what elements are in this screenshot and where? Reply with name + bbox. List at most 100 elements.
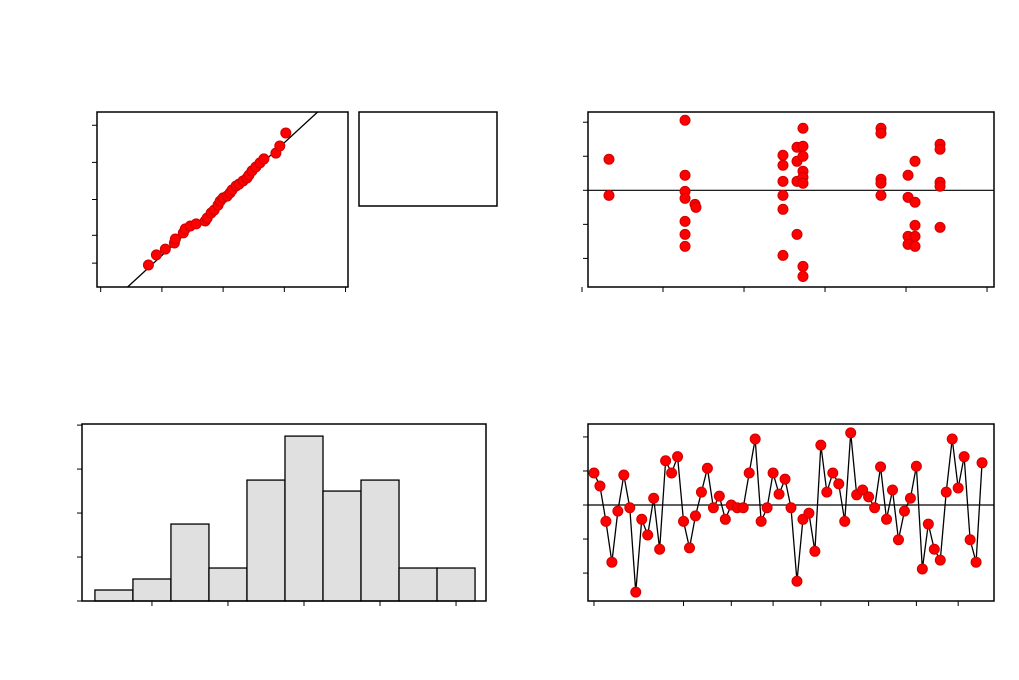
point	[274, 140, 286, 152]
point	[743, 467, 755, 479]
point	[797, 140, 809, 152]
point	[881, 513, 893, 525]
point	[679, 114, 691, 126]
point	[654, 543, 666, 555]
point	[791, 575, 803, 587]
point	[964, 534, 976, 546]
point	[934, 221, 946, 233]
point	[845, 427, 857, 439]
point	[928, 543, 940, 555]
point	[679, 192, 691, 204]
point	[737, 502, 749, 514]
legend-box	[358, 111, 498, 207]
point	[773, 488, 785, 500]
point	[909, 219, 921, 231]
point	[821, 486, 833, 498]
point	[797, 177, 809, 189]
point	[761, 502, 773, 514]
point	[952, 482, 964, 494]
point	[777, 189, 789, 201]
point	[910, 460, 922, 472]
plot-frame	[587, 423, 995, 602]
bar	[436, 567, 476, 602]
point	[690, 201, 702, 213]
point	[833, 478, 845, 490]
bar	[398, 567, 438, 602]
point	[785, 502, 797, 514]
point	[624, 502, 636, 514]
point	[909, 155, 921, 167]
point	[904, 492, 916, 504]
point	[689, 510, 701, 522]
point	[159, 243, 171, 255]
point	[755, 515, 767, 527]
point	[612, 505, 624, 517]
bar	[284, 435, 324, 602]
bar	[132, 578, 172, 602]
point	[898, 505, 910, 517]
point	[603, 153, 615, 165]
point	[666, 467, 678, 479]
point	[869, 502, 881, 514]
point	[827, 467, 839, 479]
point	[630, 586, 642, 598]
point	[976, 457, 988, 469]
point	[150, 249, 162, 261]
point	[707, 502, 719, 514]
point	[892, 534, 904, 546]
bar	[360, 479, 400, 602]
point	[777, 203, 789, 215]
point	[190, 218, 202, 230]
point	[922, 518, 934, 530]
point	[749, 433, 761, 445]
point	[258, 153, 270, 165]
point	[280, 127, 292, 139]
point	[679, 169, 691, 181]
point	[857, 484, 869, 496]
point	[679, 240, 691, 252]
point	[777, 149, 789, 161]
point	[636, 513, 648, 525]
point	[719, 513, 731, 525]
point	[797, 270, 809, 282]
point	[600, 515, 612, 527]
point	[695, 486, 707, 498]
point	[588, 467, 600, 479]
point	[809, 545, 821, 557]
point	[713, 490, 725, 502]
point	[660, 455, 672, 467]
plot-frame	[81, 423, 487, 602]
point	[618, 469, 630, 481]
point	[648, 492, 660, 504]
point	[815, 439, 827, 451]
point	[887, 484, 898, 496]
point	[169, 233, 181, 245]
point	[934, 180, 946, 192]
bar	[322, 490, 362, 602]
point	[678, 515, 690, 527]
point	[767, 467, 779, 479]
point	[803, 507, 815, 519]
point	[701, 462, 713, 474]
point	[875, 189, 887, 201]
point	[797, 260, 809, 272]
point	[791, 228, 803, 240]
point	[909, 196, 921, 208]
point	[603, 189, 615, 201]
plot-frame	[587, 111, 995, 288]
point	[142, 259, 154, 271]
point	[642, 529, 654, 541]
point	[839, 515, 851, 527]
point	[958, 451, 970, 463]
point	[875, 461, 887, 473]
point	[970, 556, 982, 568]
point	[934, 143, 946, 155]
point	[777, 175, 789, 187]
point	[940, 486, 952, 498]
point	[909, 230, 921, 242]
bar	[208, 567, 248, 602]
point	[679, 228, 691, 240]
plot-frame	[96, 111, 349, 288]
